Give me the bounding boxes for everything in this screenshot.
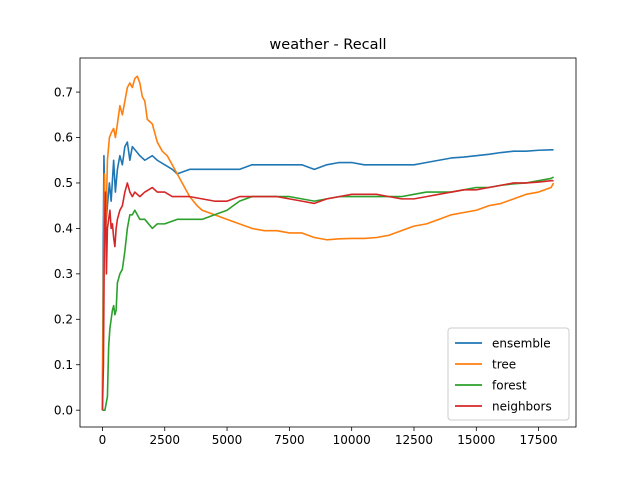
- chart-title: weather - Recall: [269, 37, 386, 53]
- series-line-neighbors: [101, 179, 554, 411]
- series-line-tree: [101, 75, 555, 411]
- y-tick-label: 0.1: [54, 358, 73, 372]
- y-tick-label: 0.2: [54, 312, 73, 326]
- x-tick-label: 7500: [274, 433, 305, 447]
- legend-label-forest: forest: [492, 378, 527, 392]
- series-layer: [101, 75, 555, 411]
- y-axis: 0.0 0.1 0.2 0.3 0.4 0.5 0.6 0.7: [54, 85, 80, 417]
- x-tick-label: 15000: [457, 433, 495, 447]
- y-tick-label: 0.5: [54, 176, 73, 190]
- y-tick-label: 0.3: [54, 267, 73, 281]
- x-axis: 0 2500 5000 7500 10000 12500 15000 17500: [99, 427, 558, 447]
- legend-label-ensemble: ensemble: [492, 336, 551, 350]
- x-tick-label: 2500: [149, 433, 180, 447]
- y-tick-label: 0.4: [54, 222, 73, 236]
- plot-frame: [79, 57, 577, 428]
- x-tick-label: 17500: [520, 433, 558, 447]
- x-tick-label: 5000: [212, 433, 243, 447]
- legend-label-neighbors: neighbors: [492, 399, 552, 413]
- legend-label-tree: tree: [492, 357, 516, 371]
- y-tick-label: 0.6: [54, 131, 73, 145]
- series-line-ensemble: [101, 141, 554, 411]
- y-tick-label: 0.0: [54, 403, 73, 417]
- x-tick-label: 10000: [333, 433, 371, 447]
- x-tick-label: 12500: [395, 433, 433, 447]
- y-tick-label: 0.7: [54, 85, 73, 99]
- legend: ensemble tree forest neighbors: [447, 327, 570, 421]
- legend-box: [447, 327, 570, 421]
- x-tick-label: 0: [99, 433, 107, 447]
